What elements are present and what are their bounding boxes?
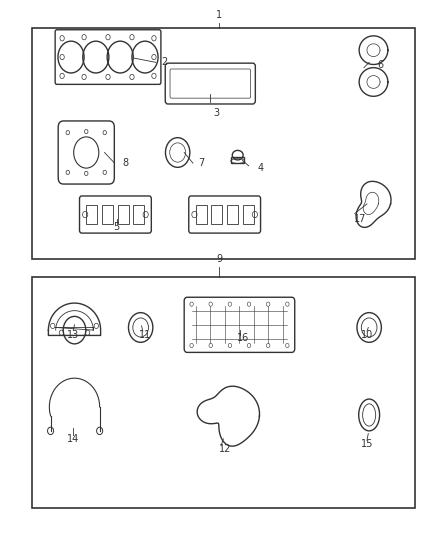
Text: 3: 3 xyxy=(214,108,220,118)
Bar xyxy=(134,205,145,224)
Text: 15: 15 xyxy=(361,439,373,449)
Text: 9: 9 xyxy=(216,254,222,264)
Text: 8: 8 xyxy=(122,158,128,168)
Bar xyxy=(118,205,129,224)
Bar xyxy=(196,205,207,224)
Bar xyxy=(227,205,238,224)
Text: 11: 11 xyxy=(139,330,151,341)
Bar xyxy=(32,28,415,259)
Bar xyxy=(86,205,97,224)
Text: 4: 4 xyxy=(257,164,263,173)
Text: 5: 5 xyxy=(113,222,120,232)
Text: 1: 1 xyxy=(216,10,222,20)
Bar xyxy=(32,277,415,508)
Text: 6: 6 xyxy=(377,60,383,70)
Text: 16: 16 xyxy=(237,333,249,343)
Bar xyxy=(102,205,113,224)
Bar xyxy=(212,205,222,224)
Text: 14: 14 xyxy=(67,434,79,444)
Text: 7: 7 xyxy=(198,158,205,168)
Text: 13: 13 xyxy=(67,330,79,341)
Text: 2: 2 xyxy=(162,58,168,67)
Bar xyxy=(243,205,254,224)
Text: 12: 12 xyxy=(219,445,232,455)
Text: 17: 17 xyxy=(354,214,367,224)
Bar xyxy=(231,157,244,163)
Text: 10: 10 xyxy=(361,330,373,341)
